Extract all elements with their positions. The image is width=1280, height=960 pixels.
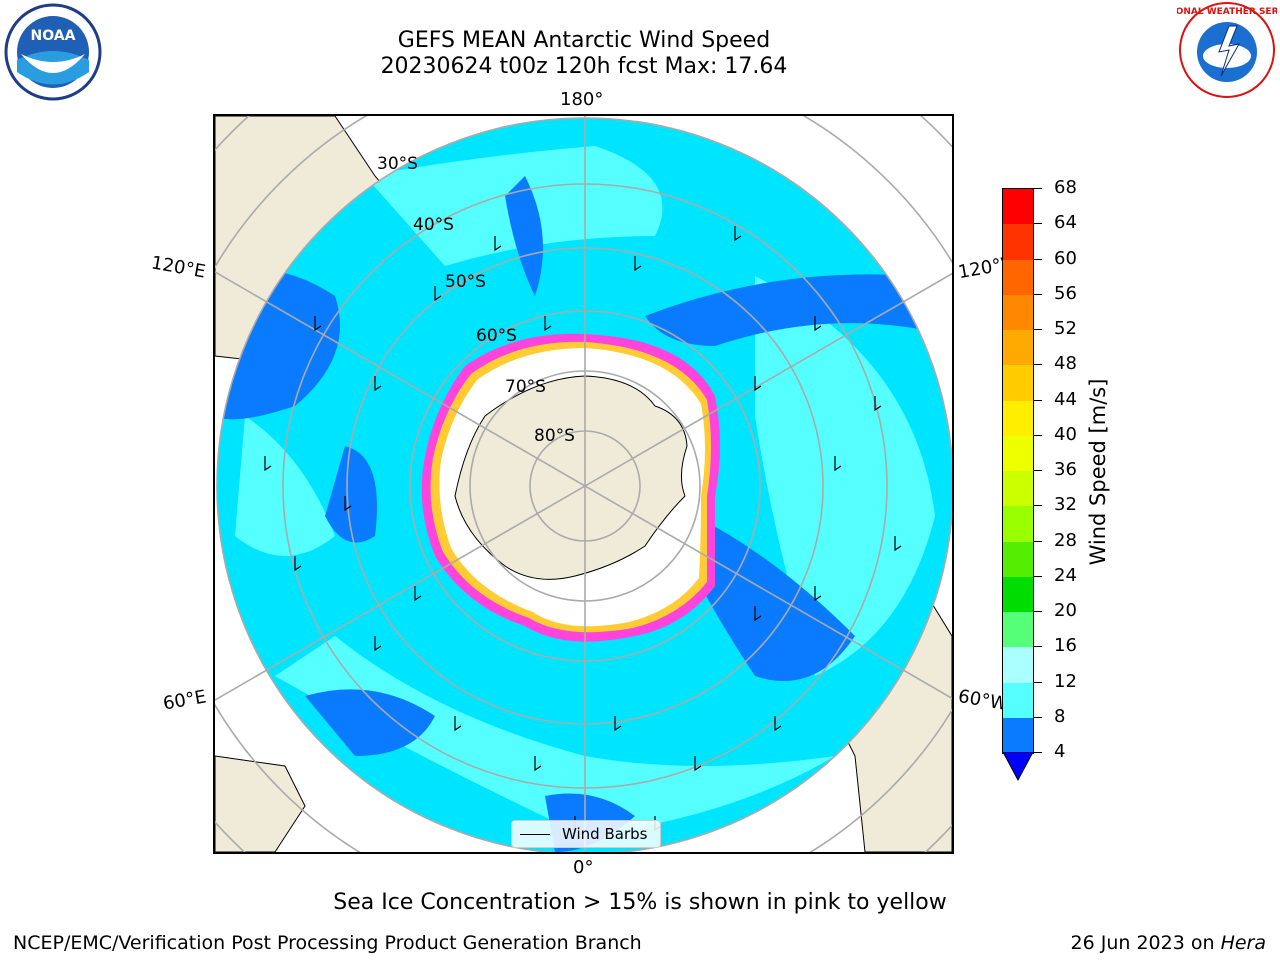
colorbar-segment	[1003, 189, 1033, 225]
polar-map-canvas	[215, 116, 952, 852]
colorbar-tick-label: 36	[1054, 459, 1077, 480]
nws-logo: NATIONAL WEATHER SERVICE	[1152, 0, 1280, 100]
colorbar-tick-label: 20	[1054, 600, 1077, 621]
colorbar-segment	[1003, 471, 1033, 507]
colorbar-tick-mark	[1034, 399, 1042, 401]
lat-label-30s: 30°S	[377, 154, 418, 174]
colorbar-tick-label: 40	[1054, 423, 1077, 445]
colorbar-tick-mark	[1034, 611, 1042, 612]
footer-host: Hera	[1220, 932, 1266, 954]
colorbar-tick-label: 68	[1054, 177, 1077, 198]
colorbar-tick-label: 56	[1054, 282, 1077, 304]
colorbar-tick-label: 4	[1054, 741, 1066, 762]
sea-ice-caption: Sea Ice Concentration > 15% is shown in …	[333, 890, 947, 915]
lat-label-60s: 60°S	[476, 326, 517, 346]
colorbar-segment	[1003, 576, 1033, 613]
colorbar	[1002, 188, 1034, 783]
colorbar-segment	[1003, 259, 1033, 296]
colorbar-tick-label: 44	[1054, 388, 1077, 410]
colorbar-tick-mark	[1034, 293, 1042, 295]
colorbar-tick-mark	[1034, 681, 1042, 683]
colorbar-tick-label: 32	[1054, 494, 1077, 516]
colorbar-tick-mark	[1034, 470, 1042, 471]
colorbar-segment	[1003, 717, 1033, 754]
colorbar-segment	[1003, 506, 1033, 542]
colorbar-tick-label: 8	[1054, 705, 1066, 727]
colorbar-segment	[1003, 647, 1033, 683]
colorbar-segment	[1003, 224, 1033, 260]
colorbar-extend-triangle	[1002, 752, 1034, 782]
colorbar-tick-mark	[1034, 434, 1042, 436]
colorbar-tick-mark	[1034, 505, 1042, 507]
footer-right: 26 Jun 2023 on Hera	[1071, 932, 1266, 954]
legend-line-icon	[520, 834, 550, 835]
lon-label-60e: 60°E	[161, 686, 208, 715]
colorbar-tick-label: 28	[1054, 529, 1077, 551]
colorbar-tick-mark	[1034, 575, 1042, 577]
africa-land	[215, 755, 306, 852]
colorbar-segment	[1003, 400, 1033, 437]
nws-logo-icon: NATIONAL WEATHER SERVICE	[1152, 2, 1280, 98]
noaa-logo-icon: NOAA	[4, 3, 102, 101]
wind-barbs	[264, 226, 902, 832]
lat-label-40s: 40°S	[413, 215, 454, 235]
colorbar-segment	[1003, 682, 1033, 719]
lat-label-50s: 50°S	[445, 272, 486, 292]
colorbar-segment	[1003, 330, 1033, 366]
lat-label-70s: 70°S	[505, 377, 546, 397]
colorbar-tick-label: 60	[1054, 247, 1077, 269]
chart-title-line1: GEFS MEAN Antarctic Wind Speed	[397, 28, 771, 53]
colorbar-label: Wind Speed [m/s]	[1086, 378, 1110, 566]
colorbar-tick-mark	[1034, 223, 1042, 225]
colorbar-tick-label: 12	[1054, 670, 1077, 692]
chart-title-line2: 20230624 t00z 120h fcst Max: 17.64	[380, 54, 788, 79]
lon-label-0: 0°	[573, 857, 594, 878]
lon-label-180: 180°	[560, 89, 604, 110]
colorbar-tick-mark	[1034, 364, 1042, 366]
lat-label-80s: 80°S	[534, 426, 575, 446]
wind-barbs-legend: Wind Barbs	[511, 820, 661, 848]
nws-logo-text: NATIONAL WEATHER SERVICE	[1177, 7, 1277, 17]
colorbar-tick-label: 52	[1054, 318, 1077, 339]
colorbar-tick-mark	[1034, 716, 1042, 718]
colorbar-tick-label: 16	[1054, 635, 1077, 657]
colorbar-tick-mark	[1034, 540, 1042, 542]
colorbar-segment	[1003, 365, 1033, 401]
legend-label: Wind Barbs	[562, 825, 648, 843]
noaa-logo: NOAA	[3, 2, 103, 102]
colorbar-tick-label: 48	[1054, 353, 1077, 375]
graticule	[215, 116, 952, 852]
colorbar-tick-label: 24	[1054, 564, 1077, 586]
colorbar-tick-mark	[1034, 258, 1042, 260]
colorbar-segment	[1003, 435, 1033, 472]
footer-date: 26 Jun 2023 on	[1070, 932, 1221, 954]
colorbar-segment	[1003, 541, 1033, 578]
noaa-logo-text: NOAA	[31, 28, 76, 44]
colorbar-tick-mark	[1034, 329, 1042, 330]
colorbar-bars	[1002, 188, 1034, 754]
footer-left: NCEP/EMC/Verification Post Processing Pr…	[13, 932, 642, 954]
colorbar-segment	[1003, 612, 1033, 648]
colorbar-tick-mark	[1034, 752, 1042, 753]
colorbar-tick-mark	[1034, 188, 1042, 189]
colorbar-tick-label: 64	[1054, 212, 1077, 234]
lon-label-120e: 120°E	[149, 252, 208, 283]
polar-map: 30°S 40°S 50°S 60°S 70°S 80°S Wind Barbs	[213, 114, 954, 854]
colorbar-tick-mark	[1034, 646, 1042, 648]
colorbar-segment	[1003, 294, 1033, 331]
